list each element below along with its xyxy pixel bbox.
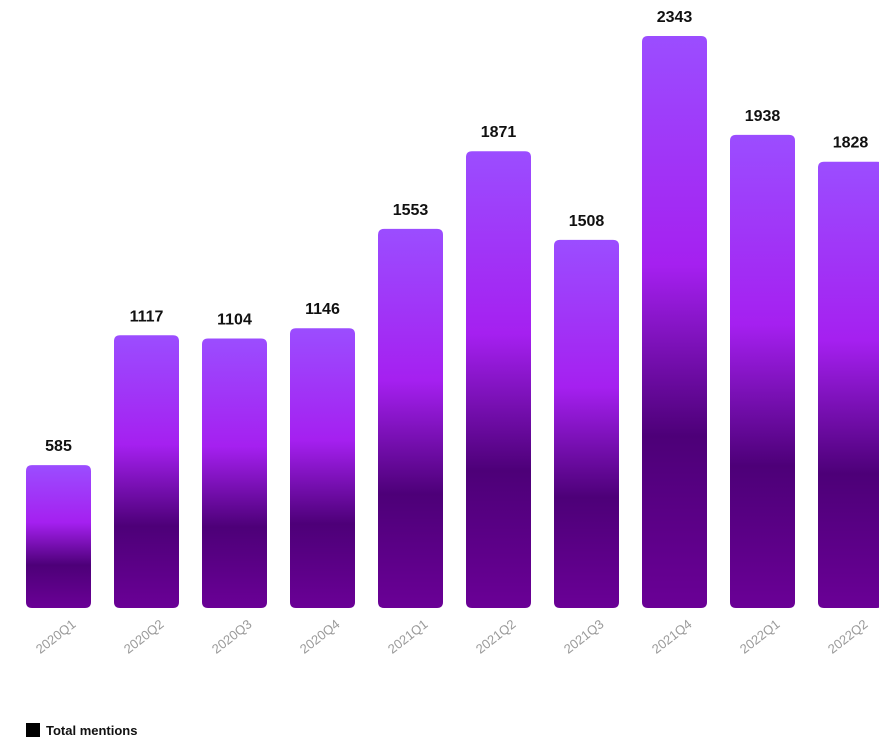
bar-2022Q1 bbox=[730, 134, 795, 609]
bar-2020Q4 bbox=[290, 328, 355, 608]
x-tick-label-2020Q3: 2020Q3 bbox=[209, 616, 255, 656]
value-labels-layer: 585 1117 1104 1146 1553 1871 1508 2343 1938 1828 bbox=[45, 9, 868, 455]
legend-label: Total mentions bbox=[46, 722, 138, 738]
data-label-2020Q1: 585 bbox=[45, 438, 72, 455]
data-label-2020Q4: 1146 bbox=[305, 301, 340, 318]
x-tick-label-2020Q4: 2020Q4 bbox=[297, 616, 343, 656]
bar-2020Q1 bbox=[26, 465, 91, 608]
data-label-2021Q3: 1508 bbox=[569, 213, 605, 230]
bar-2022Q2 bbox=[818, 161, 879, 608]
x-tick-label-2022Q2: 2022Q2 bbox=[825, 616, 871, 656]
bar-2021Q2 bbox=[466, 151, 531, 608]
x-tick-label-2021Q4: 2021Q4 bbox=[649, 616, 695, 656]
x-tick-label-2020Q1: 2020Q1 bbox=[33, 616, 79, 656]
data-label-2022Q1: 1938 bbox=[745, 108, 781, 125]
bars-layer bbox=[26, 36, 879, 609]
bar-2021Q4 bbox=[642, 36, 707, 608]
data-label-2022Q2: 1828 bbox=[833, 135, 869, 152]
x-tick-label-2021Q1: 2021Q1 bbox=[385, 616, 431, 656]
x-tick-label-2022Q1: 2022Q1 bbox=[737, 616, 783, 656]
bar-2020Q3 bbox=[202, 338, 267, 608]
data-label-2020Q2: 1117 bbox=[130, 308, 164, 325]
legend-swatch bbox=[26, 723, 40, 737]
x-tick-label-2021Q3: 2021Q3 bbox=[561, 616, 607, 656]
x-tick-label-2021Q2: 2021Q2 bbox=[473, 616, 519, 656]
bar-2021Q3 bbox=[554, 239, 619, 608]
data-label-2021Q2: 1871 bbox=[481, 124, 517, 141]
legend: Total mentions bbox=[26, 723, 137, 737]
data-label-2021Q1: 1553 bbox=[393, 202, 429, 219]
bar-2020Q2 bbox=[114, 335, 179, 608]
bar-2021Q1 bbox=[378, 228, 443, 609]
x-tick-label-2020Q2: 2020Q2 bbox=[121, 616, 167, 656]
data-label-2021Q4: 2343 bbox=[657, 9, 693, 26]
data-label-2020Q3: 1104 bbox=[217, 311, 252, 328]
tick-labels-layer: 2020Q1 2020Q2 2020Q3 2020Q4 2021Q1 2021Q2 2021… bbox=[33, 616, 871, 656]
